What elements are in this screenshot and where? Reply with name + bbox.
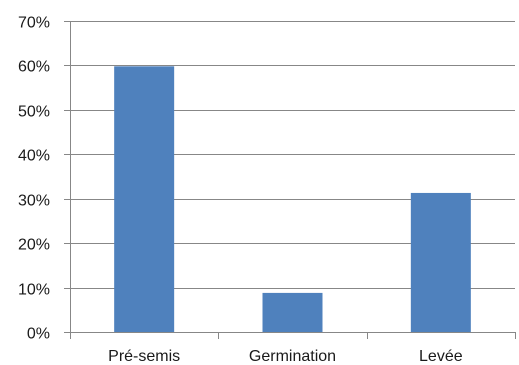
axes (70, 21, 516, 339)
x-category-label: Germination (249, 348, 336, 365)
bar-1 (262, 292, 323, 332)
x-category-label: Levée (419, 348, 463, 365)
bar-2 (410, 192, 471, 332)
y-tick-label: 40% (18, 148, 50, 165)
x-axis-category-labels: Pré-semis Germination Levée (108, 348, 463, 365)
y-tick-label: 60% (18, 59, 50, 76)
y-tick-label: 50% (18, 104, 50, 121)
y-tick-label: 30% (18, 193, 50, 210)
bars (114, 66, 471, 333)
y-tick-label: 0% (27, 326, 50, 343)
y-tick-label: 10% (18, 282, 50, 299)
bar-0 (114, 66, 175, 333)
y-tick-label: 70% (18, 15, 50, 32)
y-tick-label: 20% (18, 237, 50, 254)
x-category-label: Pré-semis (108, 348, 180, 365)
y-axis-tick-labels: 0% 10% 20% 30% 40% 50% 60% 70% (18, 15, 50, 343)
